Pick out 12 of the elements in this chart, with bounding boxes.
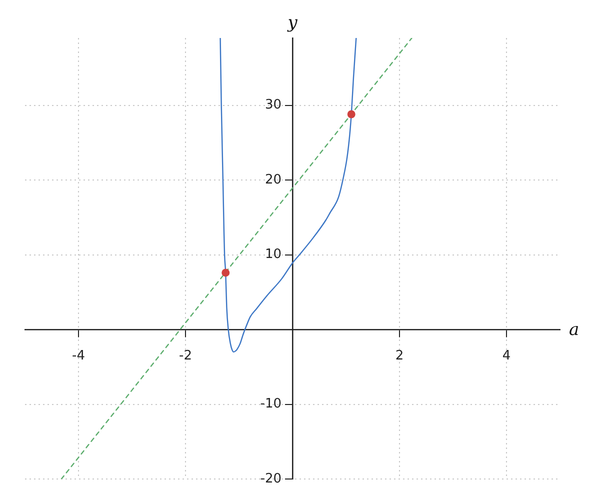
y-tick-label: 30: [264, 98, 282, 113]
y-tick-label: 20: [264, 172, 282, 188]
y-tick-label: -10: [260, 396, 282, 412]
y-tick-label: -20: [260, 471, 282, 486]
x-tick-label: 2: [395, 348, 404, 364]
x-tick-label: 4: [502, 348, 511, 364]
y-tick-label: 10: [264, 247, 282, 262]
x-tick-label: -2: [179, 348, 192, 364]
line-series: [220, 38, 357, 353]
y-axis-title: y: [286, 12, 298, 33]
x-tick-label: -4: [72, 348, 85, 364]
x-axis-title: a: [569, 320, 580, 340]
